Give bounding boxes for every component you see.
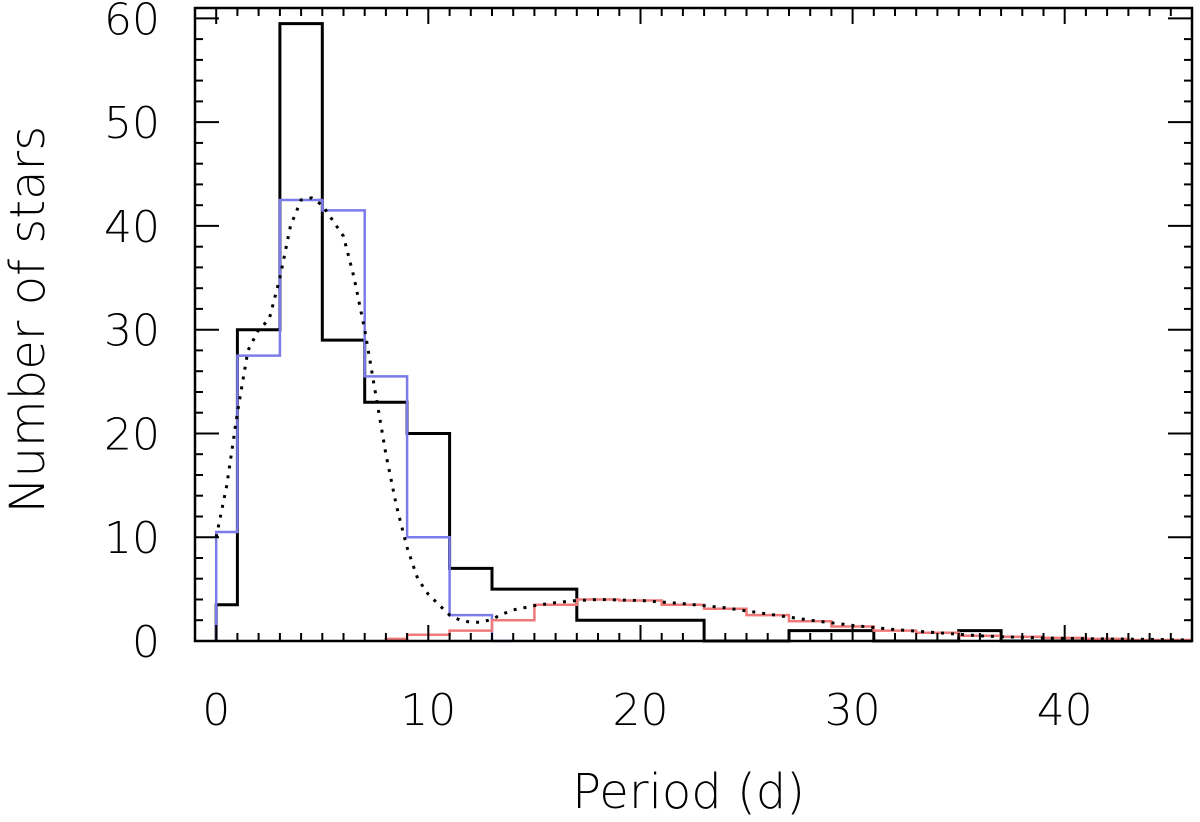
histogram-series-2 — [214, 198, 514, 643]
plot-series — [214, 22, 1194, 643]
x-tick-label: 10 — [400, 685, 456, 736]
dotted-fit-curve — [214, 196, 1193, 642]
y-tick-label: 30 — [104, 306, 160, 357]
y-tick-label: 10 — [104, 513, 160, 564]
y-tick-label: 50 — [104, 98, 160, 149]
axes-ticks — [194, 8, 1193, 642]
x-axis-title: Period (d) — [572, 764, 805, 820]
y-axis-title: Number of stars — [0, 126, 56, 514]
y-tick-label: 0 — [132, 617, 160, 668]
y-tick-label: 60 — [104, 0, 160, 45]
y-tick-label: 20 — [104, 410, 160, 461]
x-tick-label: 30 — [825, 685, 881, 736]
tick-labels: 0 10 20 30 40 0 10 20 30 40 50 60 — [104, 0, 1093, 736]
x-tick-label: 0 — [202, 685, 230, 736]
x-tick-label: 40 — [1037, 685, 1093, 736]
x-tick-label: 20 — [613, 685, 669, 736]
histogram-series-1 — [214, 22, 1192, 643]
plot-frame — [193, 6, 1194, 643]
y-tick-label: 40 — [104, 202, 160, 253]
